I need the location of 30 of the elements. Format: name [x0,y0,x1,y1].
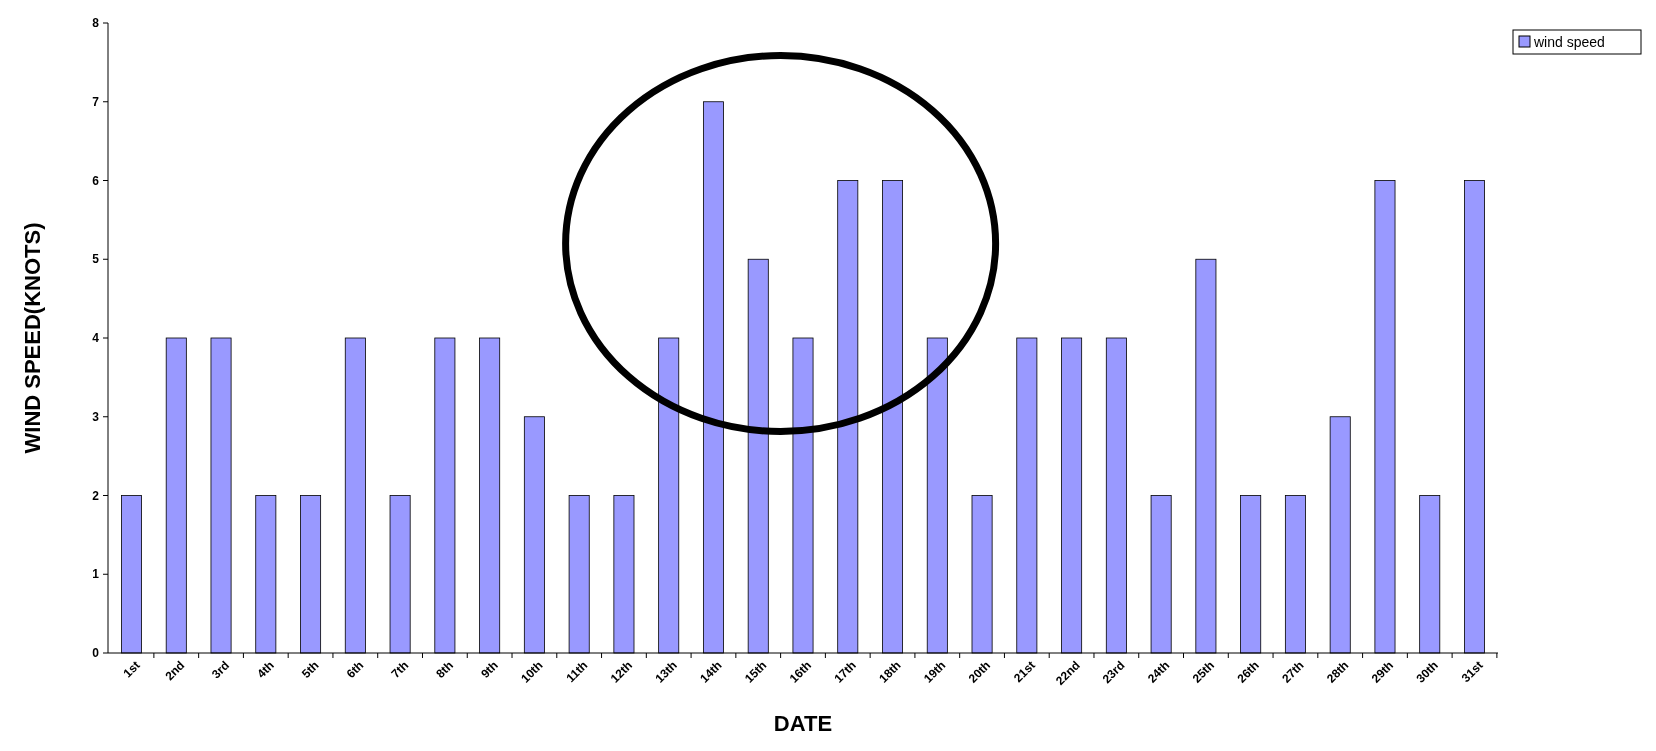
x-axis-title: DATE [773,711,833,736]
x-tick-label: 11th [563,658,591,686]
y-axis-title: WIND SPEED(KNOTS) [20,222,45,454]
x-tick-label: 7th [388,658,412,681]
x-tick-label: 4th [254,658,277,681]
y-tick-label: 2 [92,488,100,503]
y-tick-label: 0 [92,646,100,661]
x-tick-label: 29th [1368,658,1397,686]
x-tick-label: 20th [965,658,994,686]
x-tick-label: 3rd [209,658,233,682]
x-tick-label: 12th [607,658,636,686]
y-tick-label: 6 [92,173,100,188]
x-tick-label: 8th [433,658,456,681]
y-tick-label: 1 [92,567,100,582]
legend-label: wind speed [1533,33,1605,50]
x-tick-label: 28th [1323,658,1352,686]
y-tick-label: 7 [92,94,100,109]
x-tick-label: 5th [299,658,322,681]
y-tick-label: 5 [92,252,100,267]
y-tick-label: 8 [92,16,100,31]
x-tick-label: 25th [1189,658,1217,686]
y-tick-label: 4 [92,331,100,346]
x-tick-label: 6th [343,658,367,681]
x-tick-label: 19th [921,658,949,686]
x-tick-label: 16th [786,658,815,686]
x-tick-label: 9th [478,658,501,681]
x-tick-label: 15th [741,658,770,686]
x-tick-label: 24th [1144,658,1173,686]
x-tick-label: 1st [120,658,143,681]
y-tick-label: 3 [92,409,100,424]
